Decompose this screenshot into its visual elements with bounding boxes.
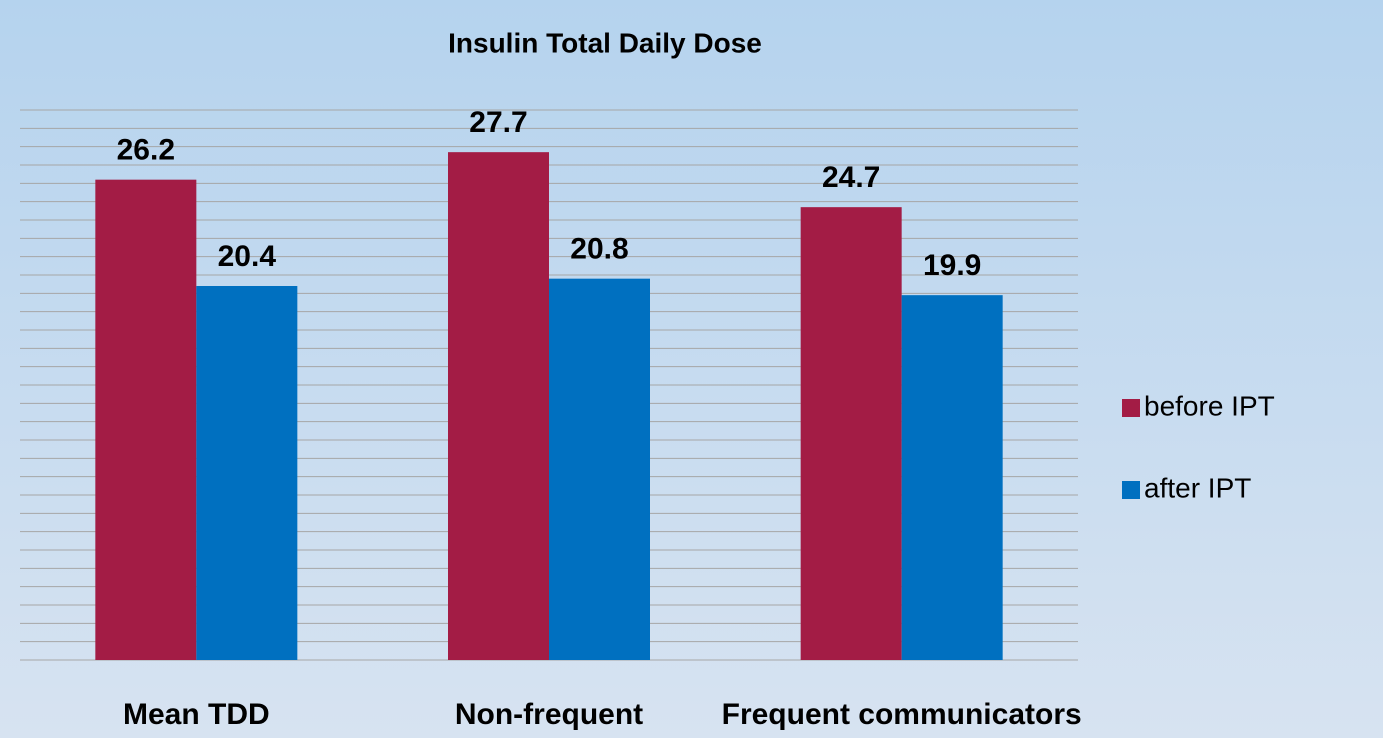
legend-swatch [1122,399,1140,417]
legend-label: after IPT [1144,472,1251,503]
legend-label: before IPT [1144,390,1275,421]
bar [800,207,902,660]
data-label: 19.9 [923,249,981,282]
bar [196,286,298,660]
data-label: 20.4 [218,240,277,273]
bar [448,152,549,660]
data-label: 20.8 [570,233,628,266]
x-tick-label: Non-frequent [455,698,643,731]
x-tick-label: Mean TDD [123,698,270,731]
x-tick-label: Frequent communicators [722,698,1082,731]
bar [901,295,1003,660]
bar [549,278,650,660]
data-label: 26.2 [117,134,175,167]
legend-swatch [1122,481,1140,499]
chart-title: Insulin Total Daily Dose [448,27,762,58]
data-label: 24.7 [822,161,880,194]
data-label: 27.7 [469,106,527,139]
bar [95,179,197,660]
